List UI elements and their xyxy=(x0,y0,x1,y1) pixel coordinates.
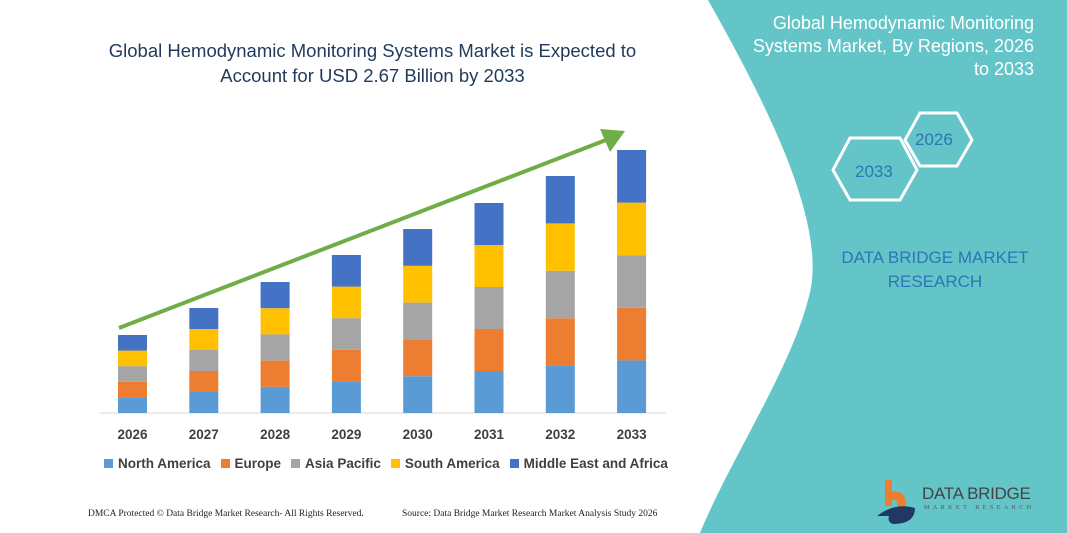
legend-swatch xyxy=(104,459,113,468)
x-tick-label: 2032 xyxy=(545,427,575,442)
legend-item: Europe xyxy=(220,456,282,471)
legend-label: Europe xyxy=(234,456,282,471)
legend-label: Middle East and Africa xyxy=(523,456,668,471)
footer-copyright: DMCA Protected © Data Bridge Market Rese… xyxy=(88,509,364,519)
bar-segment-2030-north-america xyxy=(403,376,433,413)
trend-arrow xyxy=(118,129,625,330)
bar-segment-2033-middle-east-and-africa xyxy=(617,150,647,203)
hex-2026-label: 2026 xyxy=(915,130,953,149)
bar-segment-2026-asia-pacific xyxy=(118,366,147,382)
bar-segment-2033-europe xyxy=(617,307,647,361)
bar-segment-2026-north-america xyxy=(118,397,147,413)
chart-title: Global Hemodynamic Monitoring Systems Ma… xyxy=(108,40,637,86)
bar-segment-2032-asia-pacific xyxy=(545,270,575,319)
bar-segment-2026-europe xyxy=(118,381,147,398)
side-panel-title: Global Hemodynamic Monitoring Systems Ma… xyxy=(752,13,1034,79)
bar-segment-2031-south-america xyxy=(474,245,504,287)
bar-segment-2030-asia-pacific xyxy=(403,302,433,340)
bar-segment-2027-asia-pacific xyxy=(189,350,219,371)
stacked-bar-chart: 2026 2027 2028 2029 2030 2031 2032 2033 xyxy=(100,129,666,442)
bar-segment-2027-north-america xyxy=(189,392,219,413)
bar-segment-2029-middle-east-and-africa xyxy=(331,255,361,287)
legend-swatch xyxy=(220,459,230,468)
logo-subtext: MARKET RESEARCH xyxy=(924,505,1035,511)
legend-label: North America xyxy=(118,456,211,471)
legend-swatch xyxy=(390,459,400,468)
bar-segment-2032-middle-east-and-africa xyxy=(545,176,575,224)
bar-segment-2027-middle-east-and-africa xyxy=(189,308,219,329)
bar-segment-2029-europe xyxy=(331,349,361,382)
legend-item: South America xyxy=(390,456,500,471)
bar-segment-2029-asia-pacific xyxy=(331,318,361,350)
bar-segment-2027-south-america xyxy=(189,329,219,350)
x-tick-label: 2029 xyxy=(331,427,361,442)
bar-segment-2026-middle-east-and-africa xyxy=(118,335,147,351)
legend-item: Middle East and Africa xyxy=(509,456,668,471)
bar-segment-2031-north-america xyxy=(474,371,504,413)
bar-segment-2033-north-america xyxy=(617,360,647,413)
legend-item: North America xyxy=(104,456,211,471)
x-tick-label: 2031 xyxy=(474,427,505,442)
legend-label: South America xyxy=(404,456,500,471)
legend: North America Europe Asia Pacific South Ame… xyxy=(104,456,668,471)
bar-segment-2033-south-america xyxy=(617,202,647,256)
bar-segment-2028-asia-pacific xyxy=(260,334,290,361)
hexagon-2033 xyxy=(831,136,919,202)
data-bridge-logo-icon xyxy=(877,480,915,524)
bar-segment-2028-north-america xyxy=(260,386,290,413)
legend-item: Asia Pacific xyxy=(291,456,381,471)
bar-segment-2033-asia-pacific xyxy=(617,255,647,308)
x-tick-label: 2030 xyxy=(403,427,433,442)
bar-segment-2028-south-america xyxy=(260,308,290,335)
footer-source: Source: Data Bridge Market Research Mark… xyxy=(402,509,658,519)
x-tick-label: 2028 xyxy=(260,427,291,442)
bar-segment-2032-south-america xyxy=(545,223,575,271)
bar-segment-2027-europe xyxy=(189,371,219,392)
x-tick-label: 2033 xyxy=(617,427,648,442)
logo-text: DATA BRIDGE xyxy=(922,484,1031,503)
bar-segment-2032-north-america xyxy=(545,365,575,413)
bar-segment-2028-europe xyxy=(260,360,290,387)
bar-segment-2032-europe xyxy=(545,318,575,366)
hexagon-2026 xyxy=(903,111,974,168)
legend-swatch xyxy=(509,459,519,468)
bar-segment-2026-south-america xyxy=(118,350,147,367)
x-tick-label: 2026 xyxy=(117,427,148,442)
brand-line-1: DATA BRIDGE MARKET xyxy=(841,248,1029,267)
brand-line-2: RESEARCH xyxy=(887,272,983,291)
bar-segment-2030-south-america xyxy=(403,265,433,303)
bar-segment-2031-middle-east-and-africa xyxy=(474,203,504,245)
side-panel xyxy=(700,0,1067,533)
brand-text: DATA BRIDGE MARKET RESEARCH xyxy=(820,246,1050,294)
legend-swatch xyxy=(291,459,301,468)
bar-segment-2029-north-america xyxy=(331,381,361,413)
bar-segment-2031-asia-pacific xyxy=(474,287,504,329)
bar-segment-2029-south-america xyxy=(331,286,361,319)
hex-2033-label: 2033 xyxy=(855,162,893,181)
bar-segment-2030-middle-east-and-africa xyxy=(403,229,433,266)
x-tick-label: 2027 xyxy=(189,427,219,442)
bar-segment-2031-europe xyxy=(474,329,504,371)
bar-segment-2030-europe xyxy=(403,339,433,377)
bar-segment-2028-middle-east-and-africa xyxy=(260,282,290,309)
legend-label: Asia Pacific xyxy=(305,456,381,471)
